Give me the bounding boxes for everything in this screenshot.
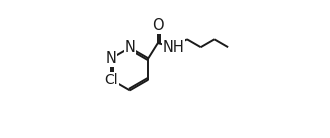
Text: N: N: [106, 51, 117, 66]
Text: NH: NH: [162, 40, 184, 55]
Text: O: O: [152, 18, 164, 33]
Text: N: N: [124, 40, 135, 55]
Text: Cl: Cl: [105, 73, 118, 87]
